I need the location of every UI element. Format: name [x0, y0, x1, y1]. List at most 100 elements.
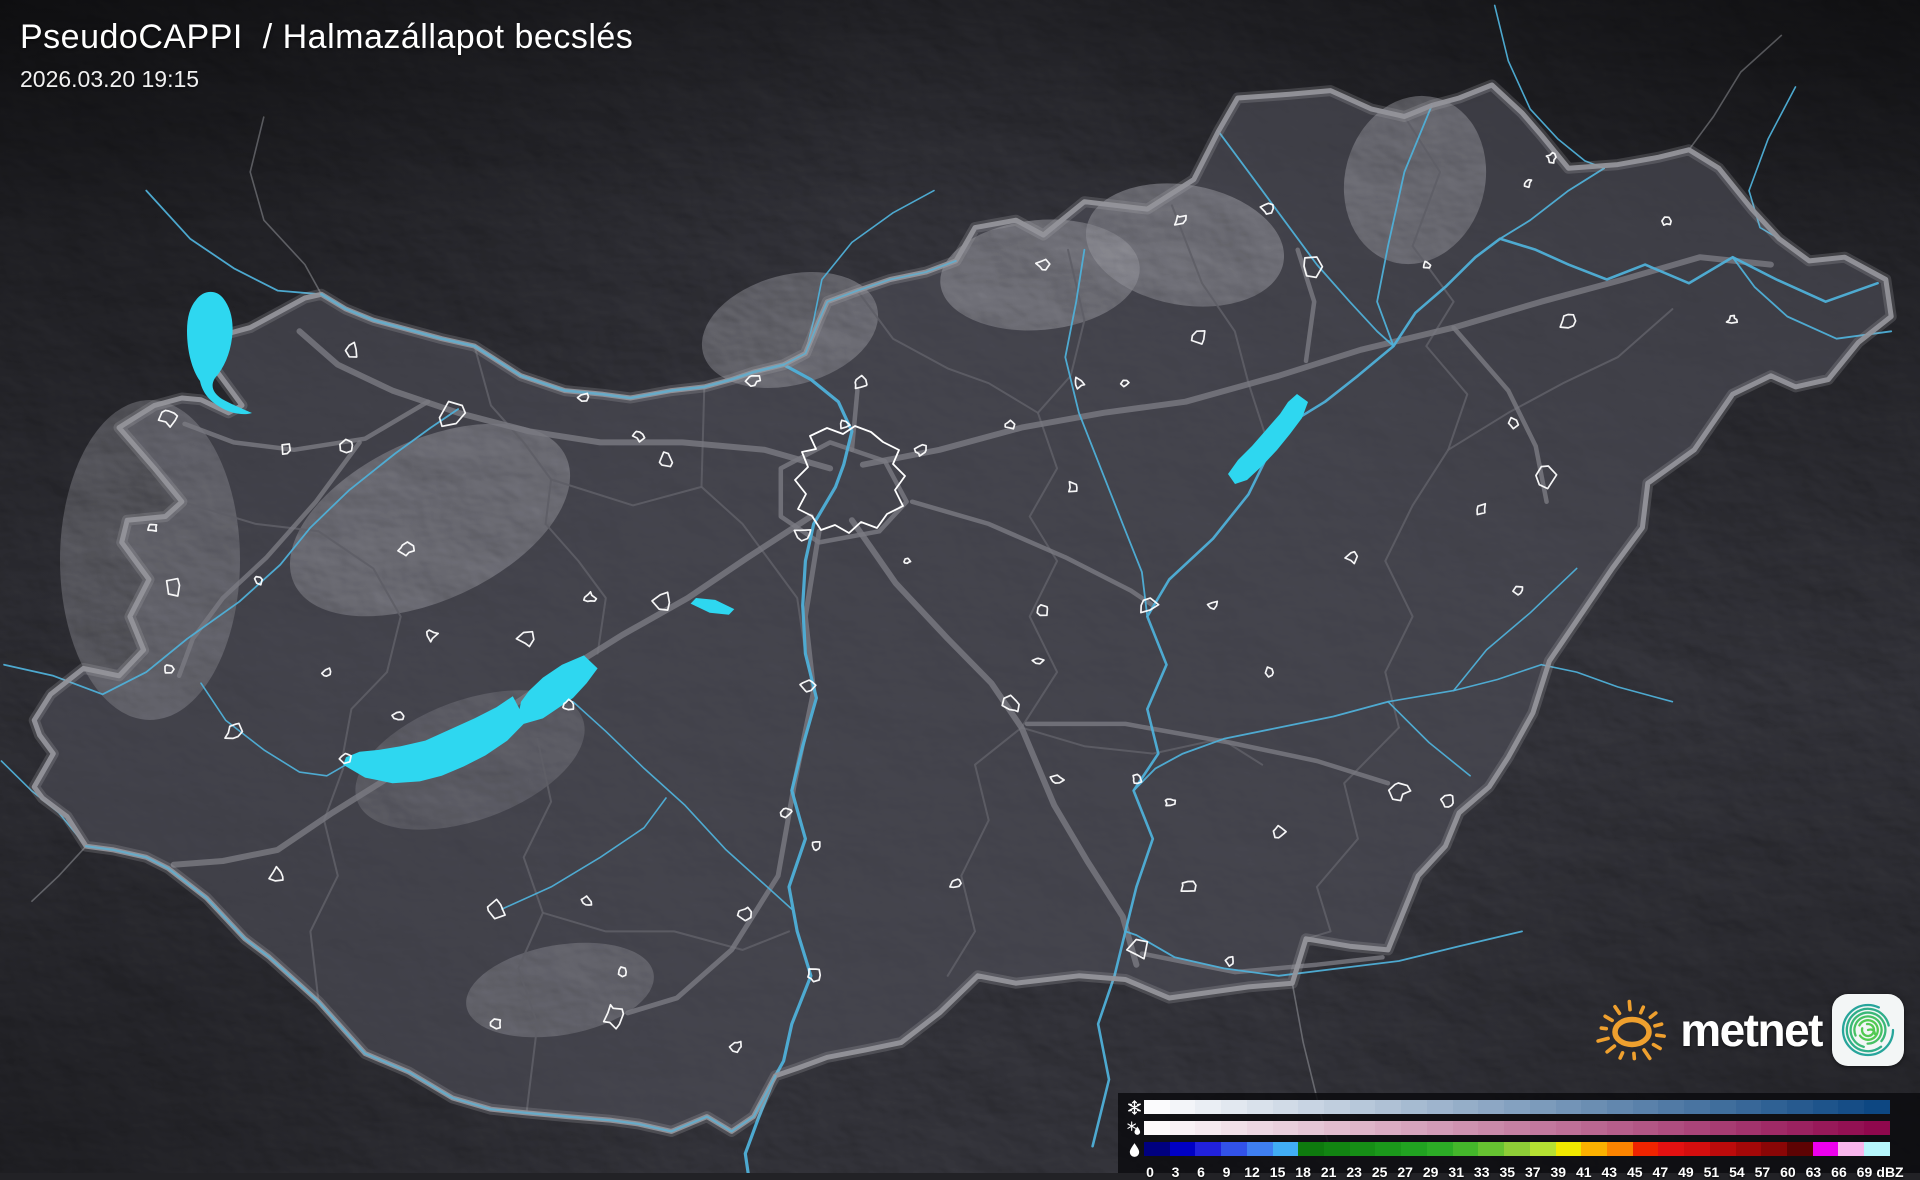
- legend-tick: 37: [1525, 1164, 1541, 1180]
- legend-tick: 3: [1172, 1164, 1180, 1180]
- sun-icon: [1596, 991, 1670, 1069]
- legend-cell: [1736, 1121, 1762, 1135]
- spiral-icon: [1832, 994, 1904, 1066]
- legend-cell: [1170, 1142, 1196, 1156]
- legend-cell: [1813, 1100, 1839, 1114]
- legend-cell: [1684, 1121, 1710, 1135]
- legend-cell: [1453, 1121, 1479, 1135]
- legend-bar-sleet: [1144, 1121, 1890, 1135]
- legend-cell: [1864, 1100, 1890, 1114]
- snowflake-icon: [1124, 1100, 1144, 1115]
- legend-cell: [1144, 1121, 1170, 1135]
- legend-tick: 69: [1857, 1164, 1873, 1180]
- legend-cell: [1607, 1100, 1633, 1114]
- legend-tick: 60: [1780, 1164, 1796, 1180]
- legend-cell: [1710, 1100, 1736, 1114]
- legend-cell: [1581, 1100, 1607, 1114]
- legend-cell: [1298, 1142, 1324, 1156]
- legend-tick: 12: [1244, 1164, 1260, 1180]
- raindrop-icon: [1124, 1142, 1144, 1157]
- legend-cell: [1504, 1142, 1530, 1156]
- legend-tick: 18: [1295, 1164, 1311, 1180]
- legend-cell: [1324, 1100, 1350, 1114]
- legend-tick: 21: [1321, 1164, 1337, 1180]
- legend-tick: 39: [1550, 1164, 1566, 1180]
- legend-cell: [1607, 1121, 1633, 1135]
- legend-cell: [1427, 1142, 1453, 1156]
- legend-cell: [1633, 1100, 1659, 1114]
- legend-cell: [1375, 1142, 1401, 1156]
- legend-cell: [1710, 1121, 1736, 1135]
- legend-cell: [1581, 1121, 1607, 1135]
- legend-cell: [1453, 1142, 1479, 1156]
- legend-tick: 15: [1270, 1164, 1286, 1180]
- legend-cell: [1273, 1100, 1299, 1114]
- sleet-icon: [1124, 1121, 1144, 1136]
- legend-cell: [1350, 1121, 1376, 1135]
- legend-tick: 41: [1576, 1164, 1592, 1180]
- legend-cell: [1247, 1121, 1273, 1135]
- legend-cell: [1401, 1121, 1427, 1135]
- legend-cell: [1504, 1100, 1530, 1114]
- legend-cell: [1324, 1121, 1350, 1135]
- legend-cell: [1736, 1142, 1762, 1156]
- legend-tick: 66: [1831, 1164, 1847, 1180]
- legend-cell: [1453, 1100, 1479, 1114]
- legend-cell: [1581, 1142, 1607, 1156]
- legend-cell: [1478, 1100, 1504, 1114]
- legend-cell: [1221, 1100, 1247, 1114]
- legend-cell: [1478, 1121, 1504, 1135]
- legend-tick: 9: [1223, 1164, 1231, 1180]
- legend-tick: 33: [1474, 1164, 1490, 1180]
- legend-tick: 43: [1602, 1164, 1618, 1180]
- legend-cell: [1195, 1121, 1221, 1135]
- legend-cell: [1530, 1142, 1556, 1156]
- legend-cell: [1761, 1121, 1787, 1135]
- legend-cell: [1504, 1121, 1530, 1135]
- legend-cell: [1761, 1142, 1787, 1156]
- legend-cell: [1838, 1121, 1864, 1135]
- legend-cell: [1658, 1121, 1684, 1135]
- legend-cell: [1864, 1121, 1890, 1135]
- legend-cell: [1530, 1121, 1556, 1135]
- legend-tick: 45: [1627, 1164, 1643, 1180]
- legend-cell: [1684, 1100, 1710, 1114]
- legend-cell: [1375, 1100, 1401, 1114]
- legend-cell: [1350, 1142, 1376, 1156]
- legend-cell: [1633, 1142, 1659, 1156]
- legend-cell: [1736, 1100, 1762, 1114]
- legend-cell: [1478, 1142, 1504, 1156]
- legend-tick: 27: [1397, 1164, 1413, 1180]
- legend-cell: [1298, 1121, 1324, 1135]
- legend-unit-label: dBZ: [1876, 1164, 1903, 1180]
- legend-tick: 23: [1346, 1164, 1362, 1180]
- legend-cell: [1144, 1142, 1170, 1156]
- legend-cell: [1787, 1121, 1813, 1135]
- legend-row-rain: [1124, 1142, 1920, 1156]
- legend-tick: 31: [1448, 1164, 1464, 1180]
- legend-cell: [1658, 1142, 1684, 1156]
- legend-cell: [1633, 1121, 1659, 1135]
- legend-cell: [1350, 1100, 1376, 1114]
- legend-cell: [1813, 1142, 1839, 1156]
- legend-cell: [1556, 1142, 1582, 1156]
- legend-cell: [1144, 1100, 1170, 1114]
- legend-cell: [1324, 1142, 1350, 1156]
- legend-tick: 35: [1499, 1164, 1515, 1180]
- legend-cell: [1375, 1121, 1401, 1135]
- legend-cell: [1247, 1142, 1273, 1156]
- legend-cell: [1427, 1121, 1453, 1135]
- legend-tick: 54: [1729, 1164, 1745, 1180]
- legend-cell: [1761, 1100, 1787, 1114]
- legend-cell: [1401, 1100, 1427, 1114]
- legend-cell: [1170, 1100, 1196, 1114]
- legend-cell: [1658, 1100, 1684, 1114]
- legend-cell: [1787, 1100, 1813, 1114]
- legend-cell: [1273, 1121, 1299, 1135]
- legend-tick: 0: [1146, 1164, 1154, 1180]
- legend-tick: 49: [1678, 1164, 1694, 1180]
- legend-cell: [1813, 1121, 1839, 1135]
- legend-tick: 51: [1704, 1164, 1720, 1180]
